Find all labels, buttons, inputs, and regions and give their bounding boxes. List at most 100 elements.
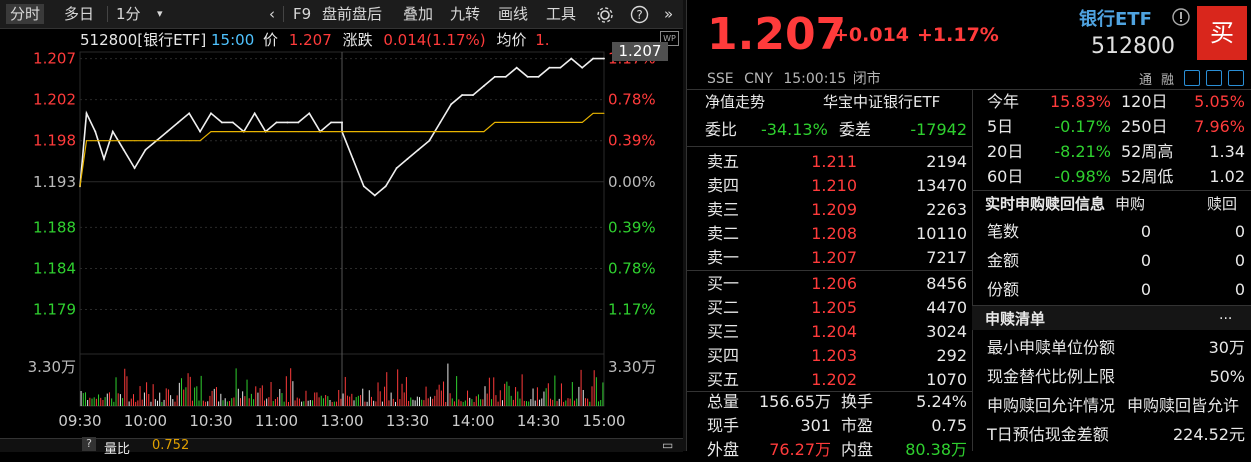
avg-point — [123, 140, 125, 142]
avg-point — [145, 140, 146, 142]
avg-point — [450, 131, 452, 133]
bid-price[interactable]: 1.204 — [811, 322, 857, 341]
ask-price[interactable]: 1.210 — [811, 176, 857, 195]
period-select[interactable]: 1分 — [116, 5, 141, 23]
avg-point — [103, 140, 105, 142]
avg-point — [417, 131, 419, 133]
avg-point — [286, 131, 288, 133]
weicha-label: 委差 — [839, 120, 872, 139]
price-point — [537, 75, 540, 78]
intraday-chart: 512800[银行ETF] 15:00 价 1.207 涨跌 0.014(1.1… — [0, 28, 683, 438]
prepost-button[interactable]: 盘前盘后 — [322, 5, 383, 23]
ask-level-label: 卖五 — [707, 152, 740, 171]
ask-volume: 2194 — [926, 152, 967, 171]
info-icon[interactable] — [1171, 7, 1191, 27]
question-icon[interactable]: ? — [82, 437, 96, 451]
add-icon[interactable] — [1228, 70, 1244, 86]
perf-value: 7.96% — [1194, 117, 1245, 136]
tab-multiday[interactable]: 多日 — [64, 5, 95, 23]
chart-toolbar: 分时 多日 1分 ▾ ‹ F9 盘前盘后 叠加 九转 画线 工具 ? » — [0, 0, 683, 29]
avg-point — [243, 131, 245, 133]
weibi-label: 委比 — [705, 120, 738, 139]
perf-value: -0.17% — [1054, 117, 1111, 136]
chart-time: 15:00 — [211, 31, 255, 49]
turnover: 5.24% — [916, 392, 967, 411]
price-point — [570, 57, 573, 60]
avg-point — [505, 121, 507, 123]
ask-price[interactable]: 1.207 — [811, 248, 857, 267]
column-divider — [972, 89, 973, 451]
settings-gear-icon[interactable] — [596, 6, 614, 24]
tools-button[interactable]: 工具 — [546, 5, 577, 23]
help-icon[interactable]: ? — [630, 5, 649, 24]
window-icon[interactable] — [1206, 70, 1222, 86]
price-point — [308, 112, 311, 115]
volume-scale-label: 3.30万 — [28, 358, 76, 376]
bid-price[interactable]: 1.206 — [811, 274, 857, 293]
avg-point — [79, 185, 81, 187]
wp-badge[interactable]: WP — [660, 31, 679, 46]
currency: CNY — [744, 71, 773, 87]
bid-price[interactable]: 1.202 — [811, 370, 857, 389]
collapse-panel-icon[interactable]: » — [664, 5, 674, 23]
price-point — [526, 75, 529, 78]
chart-price: 1.207 — [288, 31, 332, 49]
ask-price[interactable]: 1.208 — [811, 224, 857, 243]
allow-label: 申购赎回允许情况 — [987, 396, 1116, 415]
price-point — [188, 112, 191, 115]
volume-ratio-label: 量比 — [104, 442, 131, 457]
avg-point — [363, 131, 365, 133]
divider — [687, 391, 972, 392]
overlay-button[interactable]: 叠加 — [403, 5, 434, 23]
ask-level-label: 卖三 — [707, 200, 740, 219]
perf-value: 15.83% — [1049, 92, 1111, 111]
avg-point — [188, 140, 190, 142]
perf-label: 5日 — [987, 117, 1014, 136]
draw-button[interactable]: 画线 — [498, 5, 529, 23]
ask-price[interactable]: 1.209 — [811, 200, 857, 219]
panel-divider[interactable] — [683, 0, 686, 451]
avg-point — [385, 131, 387, 133]
time-axis-label: 10:30 — [189, 412, 232, 430]
jiuzhuan-button[interactable]: 九转 — [450, 5, 481, 23]
chart-expand-icon[interactable]: ‹ — [269, 5, 275, 23]
total-volume-label: 总量 — [707, 392, 740, 411]
now-volume-label: 现手 — [707, 416, 740, 435]
alert-icon[interactable] — [1184, 70, 1200, 86]
avg-point — [483, 131, 485, 133]
buy-button[interactable]: 买 — [1197, 6, 1247, 60]
avg-point — [86, 140, 88, 142]
avg-point — [134, 140, 136, 142]
price-tick-label: 1.202 — [33, 91, 76, 109]
bid-price[interactable]: 1.203 — [811, 346, 857, 365]
price-point — [166, 130, 169, 133]
tab-timeline[interactable]: 分时 — [6, 4, 45, 24]
time-axis-label: 13:30 — [386, 412, 429, 430]
price-point — [450, 103, 453, 106]
security-name: 银行ETF — [1079, 9, 1152, 30]
pct-tick-label: 0.78% — [608, 259, 656, 277]
outer-label: 外盘 — [707, 440, 740, 459]
f9-button[interactable]: F9 — [293, 5, 312, 23]
ask-level-label: 卖二 — [707, 224, 740, 243]
avg-label: 均价 — [496, 31, 527, 49]
chart-header: 512800[银行ETF] 15:00 价 1.207 涨跌 0.014(1.1… — [80, 30, 550, 50]
ask-volume: 2263 — [926, 200, 967, 219]
list-more-icon[interactable]: ... — [1219, 307, 1233, 323]
price-point — [103, 158, 105, 160]
expand-indicator-icon[interactable]: ▭ — [662, 438, 674, 452]
avg-point — [94, 140, 96, 142]
price-point — [559, 66, 562, 69]
ask-volume: 7217 — [926, 248, 967, 267]
ask-price[interactable]: 1.211 — [811, 152, 857, 171]
price-point — [362, 185, 365, 188]
nav-trend-link[interactable]: 净值走势 — [705, 93, 766, 111]
period-dropdown-icon[interactable]: ▾ — [157, 7, 163, 20]
perf-value: 1.02 — [1209, 167, 1245, 186]
chart-code-name: 512800[银行ETF] — [80, 31, 207, 49]
price-point — [373, 194, 376, 197]
subred-row-label: 份额 — [987, 280, 1020, 299]
bid-price[interactable]: 1.205 — [811, 298, 857, 317]
subred-sub-value: 0 — [1140, 251, 1151, 270]
avg-point — [548, 121, 550, 123]
